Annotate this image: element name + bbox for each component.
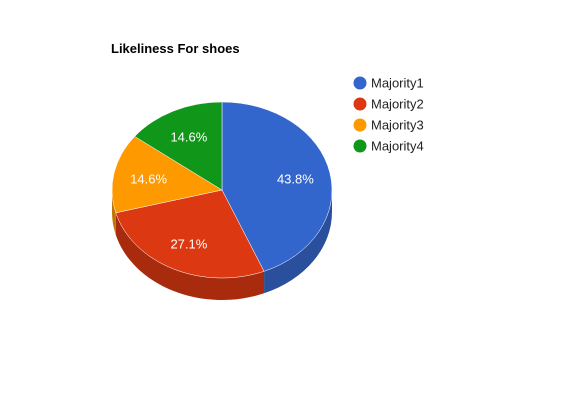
legend: Majority1 Majority2 Majority3 Majority4 (353, 76, 424, 154)
legend-swatch-2 (353, 97, 367, 111)
legend-label-3: Majority3 (371, 118, 424, 133)
pie-labels: 43.8% 27.1% 14.6% 14.6% (130, 129, 314, 251)
legend-item-1[interactable]: Majority1 (353, 76, 424, 91)
legend-label-4: Majority4 (371, 139, 424, 154)
pie-slice-2[interactable] (115, 189, 265, 279)
legend-label-1: Majority1 (371, 76, 424, 91)
legend-label-2: Majority2 (371, 97, 424, 112)
legend-item-3[interactable]: Majority3 (353, 118, 424, 133)
pie-slices (111, 101, 333, 279)
data-label-3: 14.6% (130, 171, 167, 186)
pie-slice-1[interactable] (221, 101, 333, 272)
pie-slice-3[interactable] (111, 136, 223, 214)
pie-side-1 (264, 190, 332, 294)
pie-slice-4[interactable] (134, 101, 223, 191)
data-label-4: 14.6% (170, 129, 207, 144)
legend-swatch-4 (353, 139, 367, 153)
data-label-1: 43.8% (277, 171, 314, 186)
chart-title: Likeliness For shoes (111, 41, 240, 56)
pie-side-3 (112, 190, 116, 235)
pie-side-2 (115, 212, 265, 300)
legend-item-4[interactable]: Majority4 (353, 139, 424, 154)
data-label-2: 27.1% (170, 237, 207, 252)
legend-item-2[interactable]: Majority2 (353, 97, 424, 112)
pie-sides (112, 190, 332, 300)
legend-swatch-1 (353, 76, 367, 90)
legend-swatch-3 (353, 118, 367, 132)
